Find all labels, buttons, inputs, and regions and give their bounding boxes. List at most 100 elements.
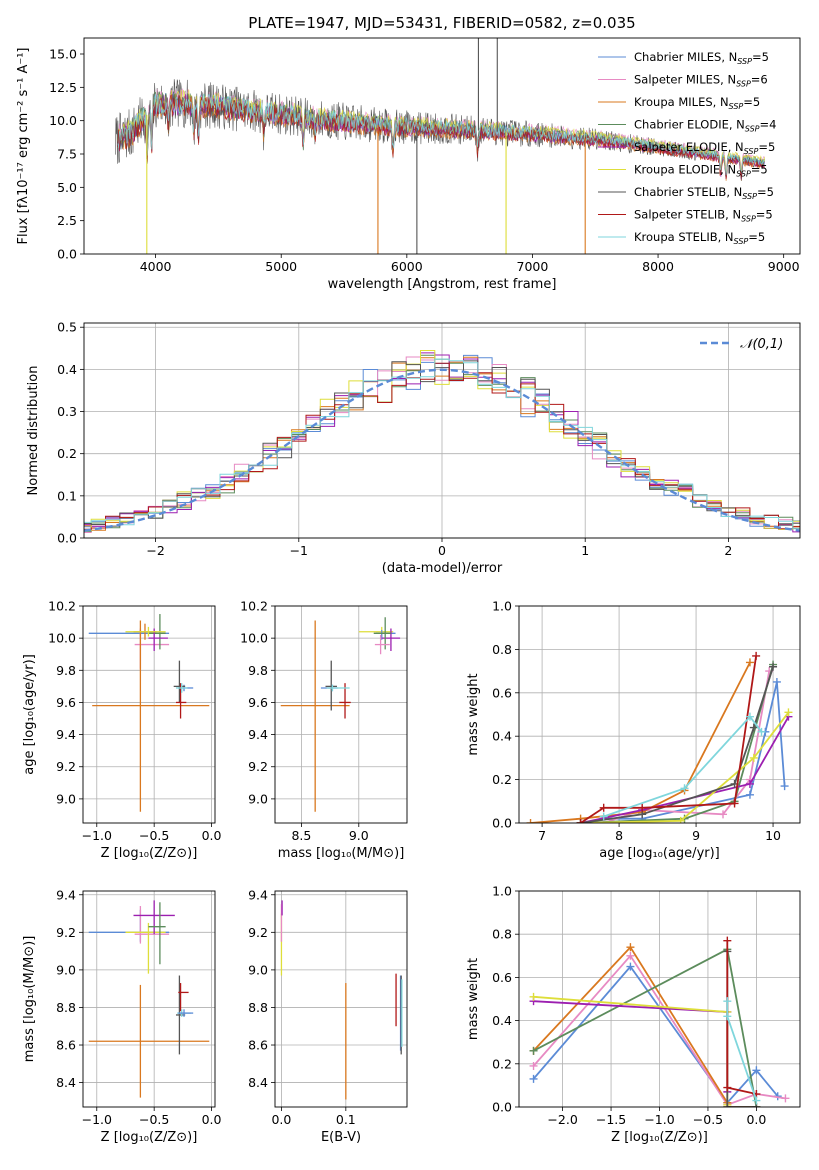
legend-label-tail: =5 bbox=[758, 140, 775, 154]
x-tick-label: 0.1 bbox=[336, 1112, 356, 1127]
y-tick-label: 9.0 bbox=[248, 962, 268, 977]
x-tick-label: −0.5 bbox=[139, 828, 169, 843]
y-tick-label: 0.4 bbox=[57, 362, 77, 377]
legend-label-tail: =5 bbox=[752, 50, 769, 64]
axes-frame bbox=[82, 890, 216, 1108]
legend: 𝒩(0,1) bbox=[700, 337, 783, 352]
y-tick-label: 9.0 bbox=[56, 791, 76, 806]
y-tick-label: 1.0 bbox=[492, 599, 512, 614]
y-tick-label: 9.2 bbox=[56, 925, 76, 940]
x-tick-label: −1 bbox=[290, 543, 308, 558]
legend-label-sub: SSP bbox=[736, 170, 751, 179]
y-tick-label: 9.4 bbox=[56, 887, 76, 902]
y-tick-label: 0.1 bbox=[57, 488, 77, 503]
errorbar-point bbox=[178, 983, 189, 1012]
legend-label-tail: =6 bbox=[751, 73, 768, 87]
y-tick-label: 9.2 bbox=[56, 759, 76, 774]
x-axis-label: wavelength [Angstrom, rest frame] bbox=[328, 277, 557, 292]
x-tick-label: 8.5 bbox=[291, 828, 311, 843]
series-point bbox=[745, 712, 754, 721]
histogram-series bbox=[84, 352, 800, 533]
y-tick-label: 0.8 bbox=[492, 642, 512, 657]
series bbox=[723, 997, 761, 1105]
x-axis-label: Z [log₁₀(Z/Z⊙)] bbox=[611, 1130, 708, 1145]
x-tick-label: −0.5 bbox=[139, 1112, 169, 1127]
series-point bbox=[752, 1066, 761, 1075]
x-axis-label: age [log₁₀(age/yr)] bbox=[599, 846, 720, 861]
y-tick-label: 1.0 bbox=[492, 884, 512, 899]
y-tick-label: 9.8 bbox=[56, 663, 76, 678]
y-tick-label: 9.8 bbox=[248, 663, 268, 678]
errorbar-point bbox=[92, 620, 210, 812]
series-point bbox=[529, 992, 538, 1001]
legend-label-text: Chabrier ELODIE, N bbox=[634, 118, 745, 132]
axes-frame bbox=[83, 322, 801, 539]
series-point bbox=[749, 723, 758, 732]
x-tick-label: 7 bbox=[538, 828, 546, 843]
x-tick-label: 2 bbox=[724, 543, 732, 558]
y-tick-label: 0.0 bbox=[57, 247, 77, 262]
series-point bbox=[752, 1096, 761, 1105]
x-tick-label: −1.0 bbox=[82, 1112, 112, 1127]
x-axis-label: Z [log₁₀(Z/Z⊙)] bbox=[101, 1130, 198, 1145]
legend-label-text: Salpeter MILES, N bbox=[634, 73, 736, 87]
y-tick-label: 15.0 bbox=[49, 47, 77, 62]
legend-label: Chabrier STELIB, NSSP=5 bbox=[634, 185, 774, 201]
x-tick-label: 1 bbox=[581, 543, 589, 558]
y-tick-label: 0.2 bbox=[57, 446, 77, 461]
histogram-series bbox=[84, 356, 800, 533]
legend-label: 𝒩(0,1) bbox=[740, 337, 783, 352]
series-point bbox=[730, 799, 739, 808]
series-point bbox=[626, 943, 635, 952]
plot-area bbox=[88, 900, 210, 1098]
x-tick-label: −2 bbox=[146, 543, 164, 558]
axes-frame bbox=[274, 605, 408, 824]
series-point bbox=[529, 1046, 538, 1055]
legend-label-text: Kroupa STELIB, N bbox=[634, 230, 734, 244]
y-tick-label: 9.4 bbox=[248, 727, 268, 742]
series-point bbox=[723, 1012, 732, 1021]
series bbox=[576, 651, 761, 823]
series-point bbox=[529, 1061, 538, 1070]
x-tick-label: 9000 bbox=[768, 259, 800, 274]
panel-mass-vs-Z: −1.0 −0.5 0.0 8.4 8.6 8.8 9.0 9.2 9.4 Z [log₁₀(Z/… bbox=[22, 887, 222, 1145]
series-point bbox=[599, 812, 608, 821]
y-axis-label: mass weight bbox=[466, 673, 481, 755]
x-axis-label: Z [log₁₀(Z/Z⊙)] bbox=[101, 846, 198, 861]
legend-label-tail: =5 bbox=[751, 163, 768, 177]
errorbar-point bbox=[280, 620, 350, 812]
plot-area bbox=[529, 936, 790, 1107]
y-axis-label: Flux [fλ10⁻¹⁷ erg cm⁻² s⁻¹ A⁻¹] bbox=[16, 48, 31, 245]
x-axis-label: mass [log₁₀(M/M⊙)] bbox=[278, 846, 405, 861]
y-tick-label: 9.2 bbox=[248, 925, 268, 940]
legend-label: Kroupa ELODIE, NSSP=5 bbox=[634, 163, 768, 179]
errorbar-point bbox=[374, 634, 390, 655]
plot-area bbox=[526, 651, 793, 823]
series-point bbox=[723, 997, 732, 1006]
legend-label-tail: =4 bbox=[760, 118, 777, 132]
legend-label-text: Chabrier STELIB, N bbox=[634, 185, 742, 199]
figure-title: PLATE=1947, MJD=53431, FIBERID=0582, z=0… bbox=[248, 14, 635, 32]
y-tick-label: 10.2 bbox=[48, 599, 76, 614]
plot-area bbox=[280, 617, 401, 812]
axes-frame bbox=[518, 890, 801, 1108]
legend-label-tail: =5 bbox=[748, 230, 765, 244]
x-tick-label: 9 bbox=[692, 828, 700, 843]
y-tick-label: 5.0 bbox=[57, 180, 77, 195]
y-tick-label: 10.0 bbox=[48, 631, 76, 646]
x-tick-label: −0.5 bbox=[693, 1112, 723, 1127]
y-tick-label: 0.0 bbox=[57, 531, 77, 546]
panel-age-vs-mass: 8.5 9.0 9.0 9.2 9.4 9.6 9.8 10.0 10.2 mass [log₁₀… bbox=[240, 599, 408, 861]
series-point bbox=[626, 962, 635, 971]
series-point bbox=[784, 708, 793, 717]
legend-label: Kroupa MILES, NSSP=5 bbox=[634, 95, 760, 111]
panel-mass-vs-EBV: 0.0 0.1 8.4 8.6 8.8 9.0 9.2 9.4 E(B-V) bbox=[248, 887, 408, 1145]
y-tick-label: 9.4 bbox=[248, 887, 268, 902]
x-tick-label: 0.0 bbox=[271, 1112, 291, 1127]
legend-label-text: Salpeter STELIB, N bbox=[634, 208, 741, 222]
series-point bbox=[723, 936, 732, 945]
y-axis-label: Normed distribution bbox=[26, 366, 41, 496]
y-axis-label: mass [log₁₀(M/M⊙)] bbox=[22, 936, 37, 1063]
x-tick-label: −1.0 bbox=[644, 1112, 674, 1127]
x-axis-label: (data-model)/error bbox=[382, 561, 503, 576]
